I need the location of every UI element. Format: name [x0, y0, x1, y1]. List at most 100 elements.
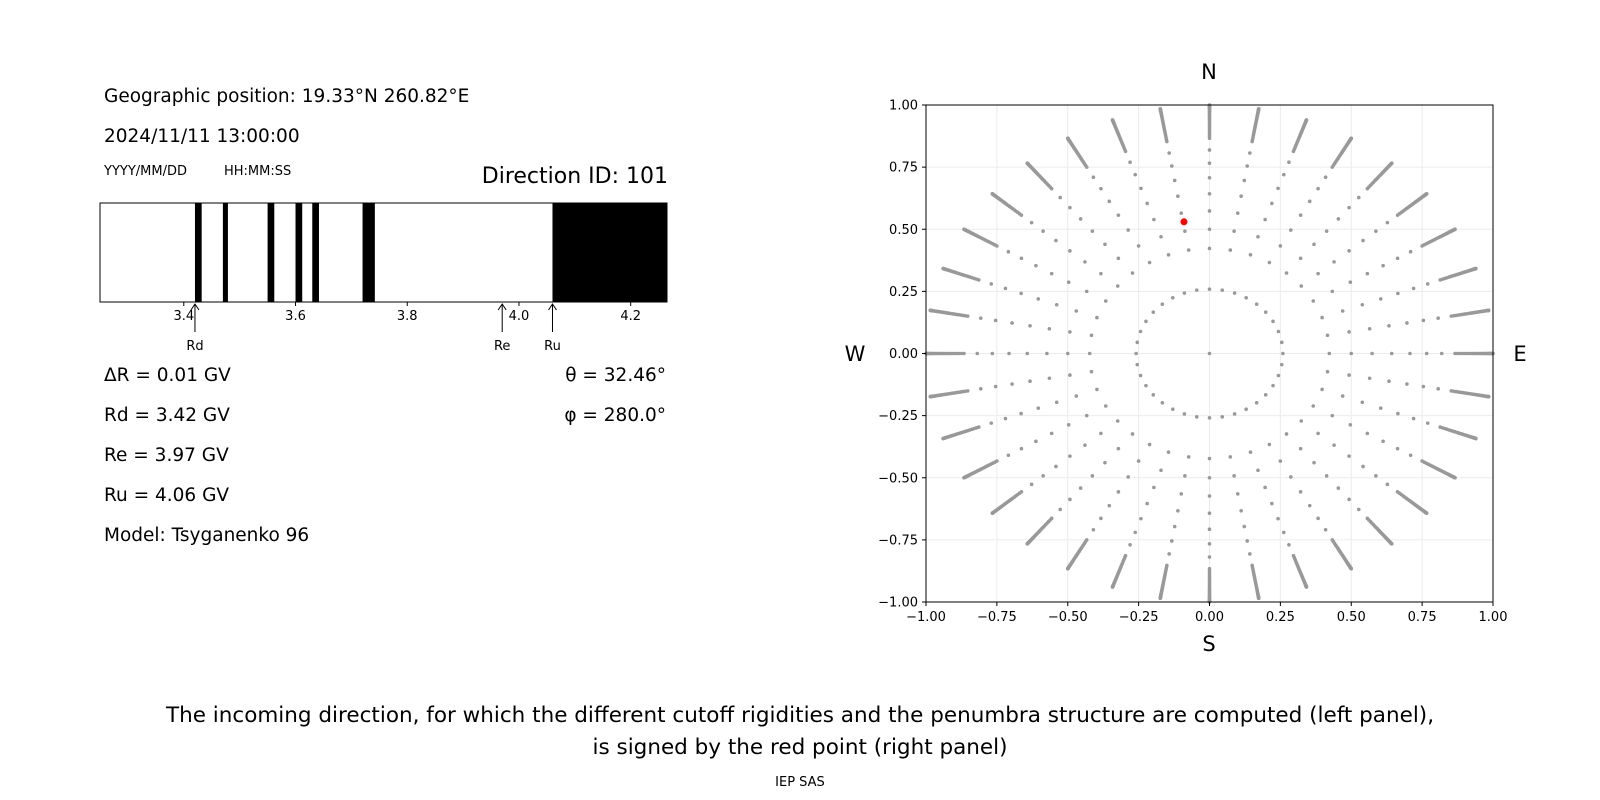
direction-point [1244, 407, 1248, 411]
direction-point [1271, 319, 1275, 324]
direction-point [1408, 249, 1413, 254]
direction-point [1207, 575, 1212, 579]
direction-point [1065, 351, 1070, 356]
direction-point [975, 351, 980, 356]
penumbra-band [295, 203, 303, 302]
direction-point [1278, 244, 1283, 248]
direction-point [958, 272, 963, 276]
direction-point [1411, 286, 1416, 291]
direction-point [1453, 227, 1457, 232]
direction-point [1387, 379, 1391, 384]
direction-point [1117, 569, 1121, 574]
direction-point [1012, 495, 1017, 499]
penumbra-tick-label: 4.0 [509, 309, 530, 324]
direction-point [943, 351, 947, 356]
direction-point [1089, 369, 1094, 374]
direction-point [1396, 291, 1400, 296]
direction-point [1425, 421, 1430, 425]
direction-point [1139, 186, 1143, 191]
direction-point [1278, 459, 1283, 463]
direction-point [1144, 319, 1148, 324]
direction-point [1389, 351, 1394, 356]
direction-point [1374, 474, 1378, 478]
direction-point [990, 351, 995, 356]
penumbra-band [194, 203, 202, 302]
direction-point [1066, 422, 1071, 427]
direction-point [1080, 545, 1084, 549]
direction-point [1084, 413, 1089, 418]
delta-r-value: ΔR = 0.01 GV [104, 365, 231, 386]
re-value: Re = 3.97 GV [104, 445, 229, 466]
scatter-y-tick-label: 0.75 [889, 161, 918, 176]
direction-point [1043, 522, 1048, 527]
direction-point [1166, 450, 1171, 454]
direction-point [1242, 524, 1247, 529]
incoming-direction-point [1180, 218, 1188, 226]
direction-point [1207, 583, 1212, 588]
scatter-y-tick-label: −0.50 [878, 471, 918, 486]
direction-point [1232, 229, 1236, 233]
direction-point [941, 266, 946, 271]
direction-point [1138, 329, 1143, 334]
scatter-x-tick-label: −0.50 [1048, 610, 1088, 625]
direction-point [1090, 229, 1095, 233]
penumbra-band [267, 203, 275, 302]
date-format-label: YYYY/MM/DD [104, 164, 187, 179]
direction-point [1083, 260, 1087, 264]
direction-point [1128, 542, 1132, 547]
direction-point [1091, 175, 1096, 180]
direction-point [1136, 459, 1141, 463]
direction-point [1095, 387, 1099, 392]
direction-point [1410, 202, 1415, 207]
direction-point [1389, 161, 1394, 166]
direction-point [1084, 289, 1089, 294]
direction-point [1160, 400, 1165, 405]
direction-point [1424, 351, 1429, 356]
direction-point [1304, 585, 1309, 589]
direction-point [1172, 524, 1177, 529]
direction-point [1232, 412, 1237, 416]
direction-point [1239, 509, 1243, 513]
direction-point [1220, 288, 1225, 292]
scatter-y-tick-label: 0.25 [889, 285, 918, 300]
direction-point [1169, 164, 1174, 168]
direction-point [1348, 422, 1353, 427]
penumbra-band [222, 203, 228, 302]
direction-point [1335, 545, 1339, 549]
direction-point [1307, 199, 1312, 204]
direction-point [1089, 333, 1094, 338]
direction-point [1347, 330, 1351, 334]
penumbra-chart: 3.4 3.6 3.8 4.0 4.2 Rd Re Ru [99, 202, 668, 354]
direction-point [1012, 208, 1017, 212]
direction-point [1405, 321, 1409, 325]
direction-point [1279, 362, 1284, 367]
direction-point [1103, 242, 1107, 247]
direction-point [1220, 415, 1225, 419]
direction-point [1311, 299, 1316, 303]
direction-point [1356, 507, 1361, 512]
direction-point [1194, 415, 1199, 419]
direction-point [1207, 527, 1212, 532]
direction-point [1207, 416, 1212, 420]
direction-point [1171, 407, 1175, 411]
direction-point [1207, 209, 1212, 213]
direction-point [1299, 284, 1304, 288]
scatter-x-tick-label: 0.25 [1266, 610, 1295, 625]
direction-point [1472, 351, 1476, 356]
direction-point [1120, 561, 1125, 566]
penumbra-band [552, 203, 667, 302]
penumbra-marker-label: Re [494, 339, 510, 354]
direction-point [1298, 256, 1303, 261]
direction-point [1251, 131, 1256, 136]
direction-point [1349, 136, 1353, 141]
direction-point [1006, 453, 1011, 458]
penumbra-tick-label: 4.2 [620, 309, 641, 324]
direction-point [1263, 217, 1267, 222]
penumbra-marker-arrowhead [497, 303, 507, 311]
direction-point [1099, 516, 1103, 521]
direction-point [1207, 191, 1212, 196]
direction-point [1453, 475, 1457, 480]
direction-point [1365, 271, 1370, 276]
direction-point [1207, 119, 1212, 124]
direction-point [1134, 351, 1138, 356]
